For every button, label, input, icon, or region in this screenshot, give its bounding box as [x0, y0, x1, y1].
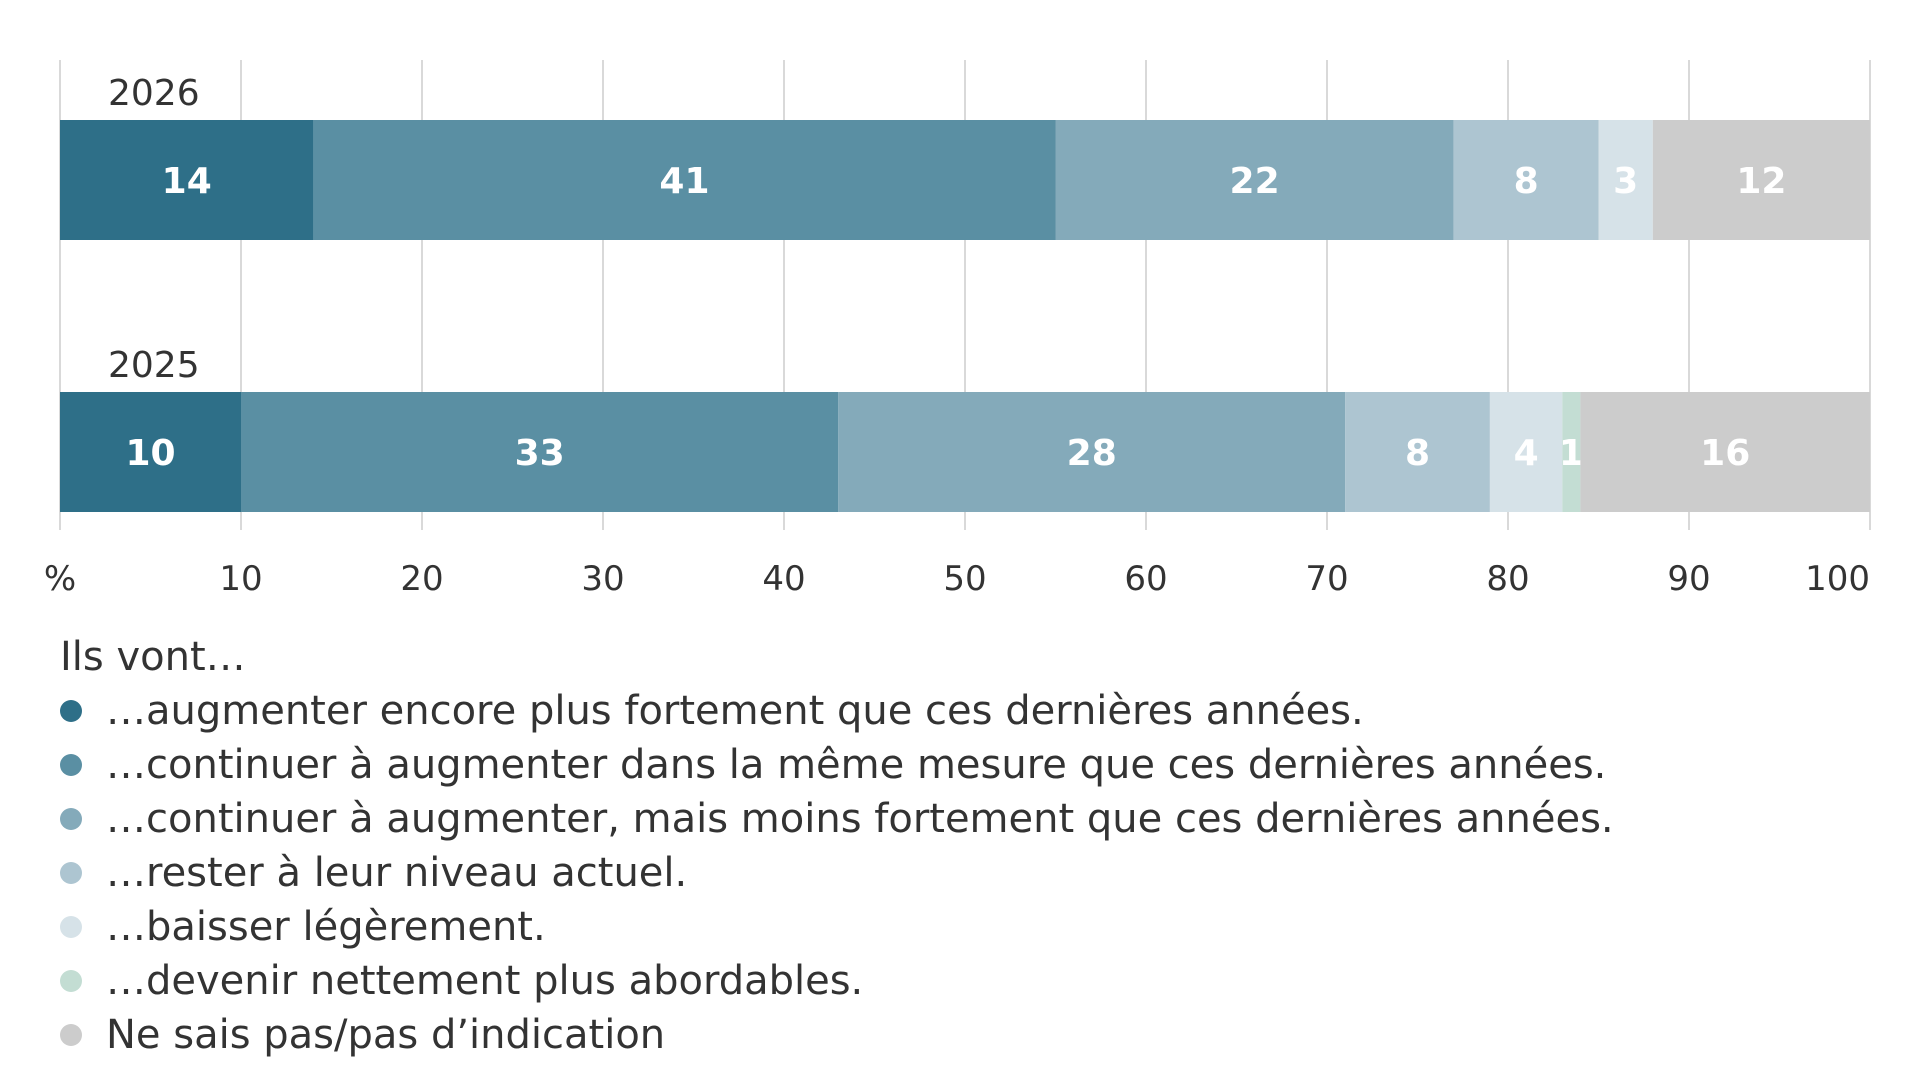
legend-item: …augmenter encore plus fortement que ces…: [60, 684, 1860, 738]
legend-dot: [60, 1024, 82, 1046]
x-tick-label-80: 80: [1486, 559, 1529, 599]
legend-dot: [60, 754, 82, 776]
legend-label: …devenir nettement plus abordables.: [106, 958, 864, 1004]
bar-segment-2026-series-1: [60, 120, 314, 240]
legend-item: …continuer à augmenter dans la même mesu…: [60, 738, 1860, 792]
legend-label: …rester à leur niveau actuel.: [106, 850, 688, 896]
bar-segment-2026-series-2: [313, 120, 1056, 240]
data-label-2025-series-2: 33: [515, 433, 565, 474]
bar-segment-2026-series-4: [1453, 120, 1599, 240]
legend-dot: [60, 970, 82, 992]
bar-segment-2025-series-1: [60, 392, 241, 512]
bar-segment-2026-series-3: [1055, 120, 1454, 240]
x-tick-label-50: 50: [943, 559, 986, 599]
legend-item: …baisser légèrement.: [60, 900, 1860, 954]
x-tick-label-40: 40: [762, 559, 805, 599]
legend-item: …rester à leur niveau actuel.: [60, 846, 1860, 900]
data-label-2026-series-3: 22: [1230, 161, 1280, 202]
data-label-2026-series-5: 3: [1613, 161, 1638, 202]
data-label-2026-series-1: 14: [162, 161, 212, 202]
data-label-2026-series-2: 41: [659, 161, 709, 202]
legend-dot: [60, 808, 82, 830]
legend-label: …augmenter encore plus fortement que ces…: [106, 688, 1364, 734]
bar-segment-2026-series-5: [1598, 120, 1653, 240]
legend-item: …devenir nettement plus abordables.: [60, 954, 1860, 1008]
data-label-2025-series-7: 16: [1700, 433, 1750, 474]
x-tick-label-10: 10: [219, 559, 262, 599]
bar-segment-2026-series-7: [1652, 120, 1870, 240]
x-tick-label-70: 70: [1305, 559, 1348, 599]
category-label-2025: 2025: [108, 345, 200, 386]
legend-dot: [60, 700, 82, 722]
legend-item: Ne sais pas/pas d’indication: [60, 1008, 1860, 1062]
data-label-2025-series-6: 1: [1559, 433, 1584, 474]
data-label-2025-series-1: 10: [125, 433, 175, 474]
legend-items: …augmenter encore plus fortement que ces…: [60, 684, 1860, 1062]
x-tick-label-100: 100: [1805, 559, 1870, 599]
x-axis-ticks: % 10 20 30 40 50 60 70 80 90 100: [44, 559, 1870, 599]
legend-label: Ne sais pas/pas d’indication: [106, 1012, 666, 1058]
legend-dot: [60, 916, 82, 938]
bar-segment-2025-series-7: [1580, 392, 1870, 512]
bar-segment-2025-series-2: [241, 392, 839, 512]
x-tick-label-60: 60: [1124, 559, 1167, 599]
legend-item: …continuer à augmenter, mais moins forte…: [60, 792, 1860, 846]
bar-segment-2025-series-5: [1489, 392, 1563, 512]
category-label-2026: 2026: [108, 73, 200, 114]
data-label-2026-series-4: 8: [1514, 161, 1539, 202]
data-label-2025-series-5: 4: [1514, 433, 1539, 474]
legend-label: …continuer à augmenter dans la même mesu…: [106, 742, 1607, 788]
legend: Ils vont… …augmenter encore plus forteme…: [60, 630, 1860, 1062]
bars: 14 41 22 8 3 12 10 33 28 8 4 1 16: [60, 120, 1870, 512]
legend-label: …continuer à augmenter, mais moins forte…: [106, 796, 1614, 842]
category-labels: 2026 2025: [108, 73, 200, 386]
x-tick-label-20: 20: [400, 559, 443, 599]
legend-label: …baisser légèrement.: [106, 904, 546, 950]
bar-segment-2025-series-3: [838, 392, 1346, 512]
legend-title: Ils vont…: [60, 634, 246, 680]
legend-dot: [60, 862, 82, 884]
data-label-2025-series-4: 8: [1405, 433, 1430, 474]
x-tick-label-30: 30: [581, 559, 624, 599]
x-tick-label-90: 90: [1667, 559, 1710, 599]
x-tick-label-0: %: [44, 559, 76, 599]
bar-segment-2025-series-6: [1562, 392, 1581, 512]
bar-segment-2025-series-4: [1345, 392, 1490, 512]
data-label-2025-series-3: 28: [1067, 433, 1117, 474]
data-label-2026-series-7: 12: [1736, 161, 1786, 202]
